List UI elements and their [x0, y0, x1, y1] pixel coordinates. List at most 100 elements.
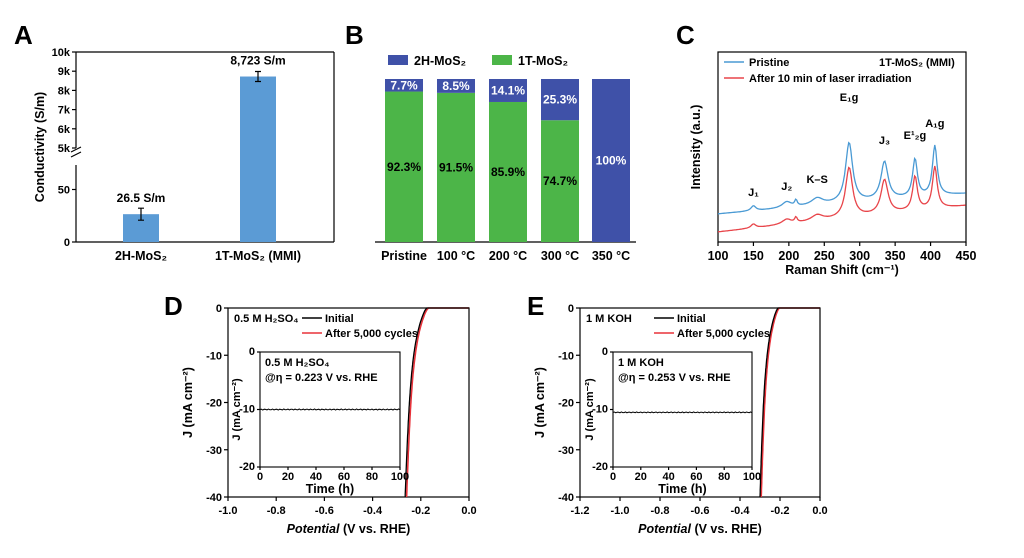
data-label: 7.7%	[390, 78, 418, 92]
data-label: 25.3%	[543, 93, 577, 107]
x-tick-label: 250	[814, 249, 835, 263]
y-tick-label: -40	[558, 492, 574, 504]
x-tick-label: -0.2	[411, 505, 430, 517]
bar-2h	[489, 79, 527, 102]
x-tick-label: 450	[956, 249, 977, 263]
y-tick-label: 50	[58, 185, 70, 197]
panel-b-phase-fraction-chart: 92.3% 7.7% Pristine 91.5% 8.5% 100 °C 85.9% 14.…	[375, 54, 636, 263]
x-axis-label-italic: Potential	[638, 522, 691, 536]
x-axis-label-italic: Potential	[287, 522, 340, 536]
y-axis-label: J (mA cm⁻²)	[533, 367, 547, 438]
bar-2h	[385, 79, 423, 92]
panel-d-polarization-chart: -1.0 -0.8 -0.6 -0.4 -0.2 0.0 0 -10 -20 -30 -40 Pote…	[181, 303, 477, 536]
peak-label: A₁g	[925, 118, 944, 130]
series-line-after-cycles	[405, 307, 469, 498]
x-axis-label: Raman Shift (cm⁻¹)	[785, 263, 899, 277]
x-tick-label: 300	[849, 249, 870, 263]
inset-x-axis-label: Time (h)	[306, 482, 354, 496]
inset-condition: @η = 0.223 V vs. RHE	[265, 372, 378, 384]
plot-frame	[717, 51, 967, 243]
bar-2h	[437, 79, 475, 93]
inset-x-tick-label: 20	[282, 471, 294, 483]
x-tick-label: 100 °C	[437, 249, 475, 263]
data-label: 100%	[596, 154, 627, 168]
y-tick-label: -20	[558, 398, 574, 410]
inset-y-tick-label: 0	[249, 346, 255, 358]
x-tick-label: 300 °C	[541, 249, 579, 263]
x-tick-label: 0.0	[461, 505, 476, 517]
x-tick-label: -0.8	[267, 505, 286, 517]
panel-label-a: A	[14, 20, 33, 50]
inset-title: 0.5 M H₂SO₄	[265, 357, 330, 369]
inset-x-tick-label: 60	[338, 471, 350, 483]
inset-y-tick-label: -10	[239, 404, 255, 416]
legend-label: After 5,000 cycles	[677, 328, 770, 340]
x-tick-label: -1.2	[571, 505, 590, 517]
y-axis-label: Intensity (a.u.)	[689, 105, 703, 190]
y-axis-label: Conductivity (S/m)	[33, 92, 47, 202]
legend-label: After 10 min of laser irradiation	[749, 73, 912, 85]
inset-x-tick-label: 40	[310, 471, 322, 483]
x-tick-label: 350	[885, 249, 906, 263]
inset-x-tick-label: 40	[662, 471, 674, 483]
legend-label: Pristine	[749, 57, 789, 69]
inset-x-tick-label: 20	[635, 471, 647, 483]
y-tick-label: 5k	[58, 143, 71, 155]
inset-condition: @η = 0.253 V vs. RHE	[618, 372, 731, 384]
data-label: 8,723 S/m	[230, 54, 285, 68]
panel-a-conductivity-chart: 5k 6k 7k 8k 9k 10k 0 50 Conductivity (S/m) 2H-MoS…	[33, 47, 335, 263]
x-tick-label: Pristine	[381, 249, 427, 263]
inset-x-tick-label: 100	[391, 471, 409, 483]
electrolyte-label: 1 M KOH	[586, 313, 632, 325]
error-bar	[255, 70, 261, 83]
data-label: 8.5%	[442, 79, 470, 93]
series-line-after-cycles	[760, 307, 820, 498]
inset-x-tick-label: 0	[610, 471, 616, 483]
data-label: 91.5%	[439, 160, 473, 174]
y-tick-label: 6k	[58, 124, 71, 136]
inset-x-tick-label: 60	[690, 471, 702, 483]
x-axis-label: Potential (V vs. RHE)	[638, 522, 762, 536]
y-tick-label: 9k	[58, 66, 71, 78]
x-axis-label-rest: (V vs. RHE)	[339, 522, 410, 536]
series-line-initial	[759, 307, 820, 498]
x-tick-label: 2H-MoS₂	[115, 249, 167, 263]
inset-stability-line	[612, 411, 753, 414]
legend-label: 2H-MoS₂	[414, 54, 466, 68]
x-tick-label: 150	[743, 249, 764, 263]
bar-2h	[592, 79, 630, 242]
y-tick-label: -10	[206, 350, 222, 362]
x-tick-label: -0.4	[363, 505, 383, 517]
y-tick-label: -30	[558, 445, 574, 457]
series-line-irradiated	[717, 165, 966, 233]
peak-label: E¹₂g	[904, 130, 927, 142]
x-tick-label: 1T-MoS₂ (MMI)	[215, 249, 301, 263]
y-tick-label: 0	[216, 303, 222, 315]
x-tick-label: -0.2	[771, 505, 790, 517]
y-tick-label: -30	[206, 445, 222, 457]
peak-label: J₁	[748, 187, 759, 199]
error-bar	[138, 207, 144, 221]
x-tick-label: 350 °C	[592, 249, 630, 263]
data-label: 74.7%	[543, 174, 577, 188]
bar-1t	[437, 92, 475, 242]
inset-frame	[612, 351, 753, 468]
panel-label-e: E	[527, 291, 544, 321]
inset-stability-line	[259, 408, 401, 411]
y-tick-label: -10	[558, 350, 574, 362]
x-tick-label: -0.4	[731, 505, 751, 517]
peak-label: E₁g	[840, 92, 859, 104]
inset-y-axis-label: J (mA cm⁻²)	[231, 378, 243, 441]
inset-x-axis-label: Time (h)	[658, 482, 706, 496]
inset-x-tick-label: 0	[257, 471, 263, 483]
peak-label: K–S	[806, 174, 827, 186]
inset-y-tick-label: -10	[592, 404, 608, 416]
x-tick-label: 100	[708, 249, 729, 263]
bar-1t	[541, 120, 579, 242]
inset-y-tick-label: 0	[602, 346, 608, 358]
legend-label: Initial	[325, 313, 354, 325]
annotation: 1T-MoS₂ (MMI)	[879, 57, 955, 69]
y-tick-label: -40	[206, 492, 222, 504]
bar	[240, 76, 276, 242]
